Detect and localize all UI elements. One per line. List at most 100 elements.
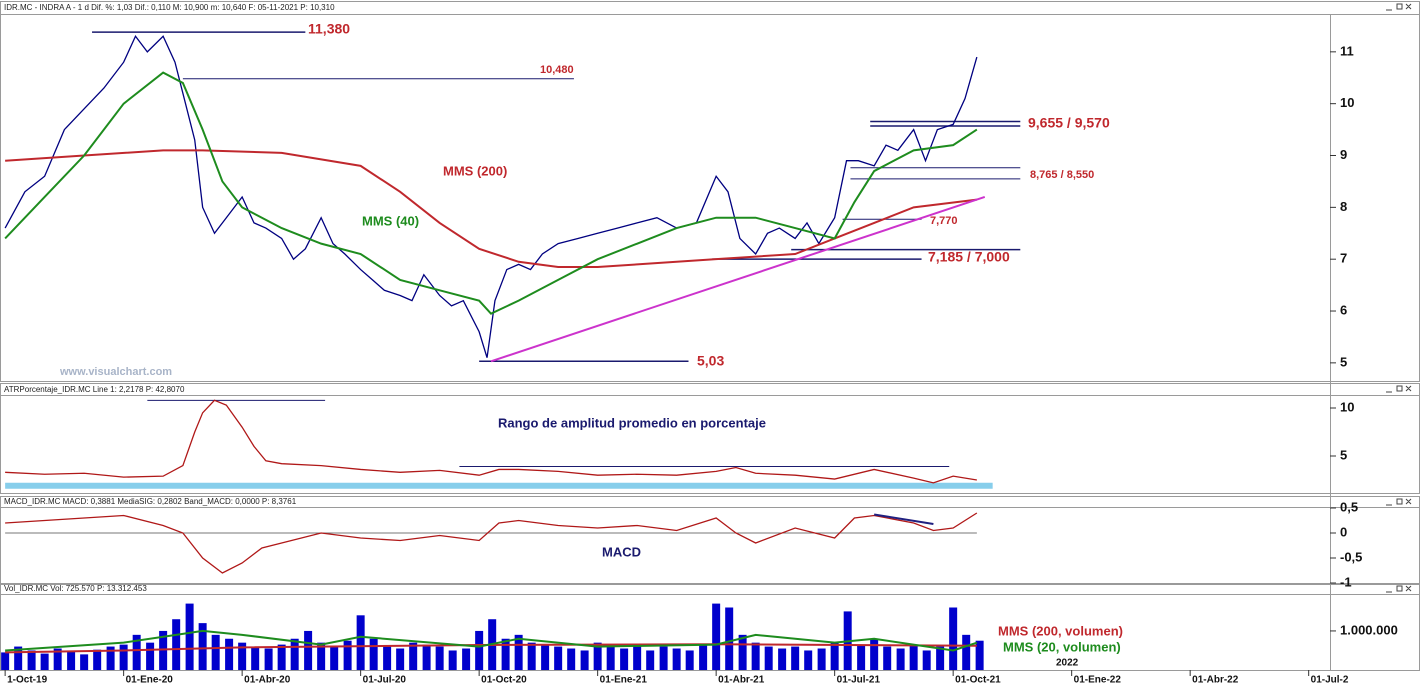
volume-bar [699, 644, 708, 670]
volume-bar [962, 634, 971, 670]
volume-bar [804, 650, 813, 670]
trendline [873, 513, 934, 525]
volume-bar [659, 646, 668, 670]
volume-bar [949, 607, 958, 670]
volume-bar [14, 646, 23, 670]
volume-bar [290, 638, 299, 670]
y-tick-label: 6 [1340, 302, 1347, 317]
series-line [5, 149, 977, 268]
volume-bar [211, 634, 220, 670]
volume-bar [396, 648, 405, 670]
x-tick-label: 01-Jul-20 [363, 675, 407, 686]
level-label: 9,655 / 9,570 [1028, 115, 1110, 131]
volume-bar [620, 648, 629, 670]
volume-bar [501, 638, 510, 670]
x-tick-label: 01-Abr-20 [244, 675, 291, 686]
y-tick-label: 7 [1340, 251, 1347, 266]
level-label: 8,765 / 8,550 [1030, 169, 1094, 181]
volume-bar [93, 649, 102, 670]
x-tick-label: 01-Oct-21 [955, 675, 1001, 686]
series-line [4, 71, 978, 315]
volume-bar [383, 646, 392, 670]
volume-bar [225, 638, 234, 670]
volume-bar [475, 630, 484, 670]
volume-bar [646, 650, 655, 670]
volume-bar [172, 619, 181, 670]
price-line [4, 35, 978, 358]
volume-bar [462, 648, 471, 670]
volume-bar [146, 642, 155, 670]
level-label: 10,480 [540, 64, 574, 76]
volume-bar [909, 644, 918, 670]
volume-bar [27, 650, 36, 670]
x-tick-label: 01-Oct-20 [481, 675, 527, 686]
volume-bar [409, 642, 418, 670]
volume-bar [593, 642, 602, 670]
volume-bar [198, 623, 207, 670]
watermark: www.visualchart.com [59, 366, 172, 378]
volume-buttons[interactable] [1386, 585, 1412, 593]
series-line [5, 629, 978, 652]
volume-bar [896, 648, 905, 670]
volume-bar [580, 650, 589, 670]
x-tick-label: 01-Ene-21 [600, 675, 648, 686]
annotation: Rango de amplitud promedio en porcentaje [498, 415, 766, 430]
volume-bar [343, 640, 352, 670]
volume-bar [883, 646, 892, 670]
x-tick-label: 01-Abr-22 [1192, 675, 1239, 686]
volume-bar [159, 630, 168, 670]
volume-bar [53, 648, 62, 670]
y-tick-label: 10 [1340, 399, 1354, 414]
volume-bar [738, 634, 747, 670]
panel-frames [0, 1, 1420, 671]
y-tick-label: 0,5 [1340, 499, 1358, 514]
y-tick-label: 11 [1340, 43, 1354, 58]
x-tick-label: 01-Jul-21 [837, 675, 881, 686]
y-tick-label: 5 [1340, 354, 1347, 369]
y-tick-label: 8 [1340, 199, 1347, 214]
panel-header: IDR.MC - INDRA A - 1 d Dif. %: 1,03 Dif.… [4, 3, 335, 12]
volume-bar [67, 651, 76, 670]
year-label: 2022 [1056, 658, 1079, 669]
volume-bar [527, 642, 536, 670]
volume-bar [606, 646, 615, 670]
volume-bar [238, 642, 247, 670]
series-label: MMS (40) [362, 213, 419, 228]
volume-bar [422, 644, 431, 670]
x-tick-label: 1-Oct-19 [7, 675, 47, 686]
volume-bar [817, 648, 826, 670]
volume-bar [857, 644, 866, 670]
atr-buttons[interactable] [1386, 385, 1412, 393]
y-tick-label: -1 [1340, 574, 1352, 589]
series-label: MMS (200) [443, 163, 507, 178]
volume-bar [369, 638, 378, 670]
level-label: 7,185 / 7,000 [928, 249, 1010, 265]
volume-bar [264, 648, 273, 670]
volume-bar [356, 615, 365, 670]
volume-bar [633, 644, 642, 670]
volume-bar [567, 648, 576, 670]
x-tick-label: 01-Ene-20 [126, 675, 174, 686]
annotation: MACD [602, 544, 641, 559]
window-buttons[interactable] [1386, 3, 1412, 593]
y-tick-label: 9 [1340, 147, 1347, 162]
volume-bar [514, 634, 523, 670]
price-buttons[interactable] [1386, 3, 1412, 11]
volume-bar [922, 650, 931, 670]
volume-bar [685, 650, 694, 670]
volume-bar [330, 646, 339, 670]
x-tick-label: 01-Abr-21 [718, 675, 765, 686]
x-tick-label: 01-Ene-22 [1074, 675, 1122, 686]
volume-bar [975, 640, 984, 670]
volume-bar [277, 644, 286, 670]
panel-header: Vol_IDR.MC Vol: 725.570 P: 13.312.453 [4, 584, 147, 593]
trendline [490, 196, 986, 363]
y-tick-label: 0 [1340, 524, 1347, 539]
y-tick-label: -0,5 [1340, 549, 1362, 564]
macd-buttons[interactable] [1386, 498, 1412, 506]
series-label: MMS (20, volumen) [1003, 639, 1121, 654]
x-tick-label: 01-Jul-2 [1311, 675, 1349, 686]
price-line [5, 399, 977, 484]
volume-bar [435, 646, 444, 670]
